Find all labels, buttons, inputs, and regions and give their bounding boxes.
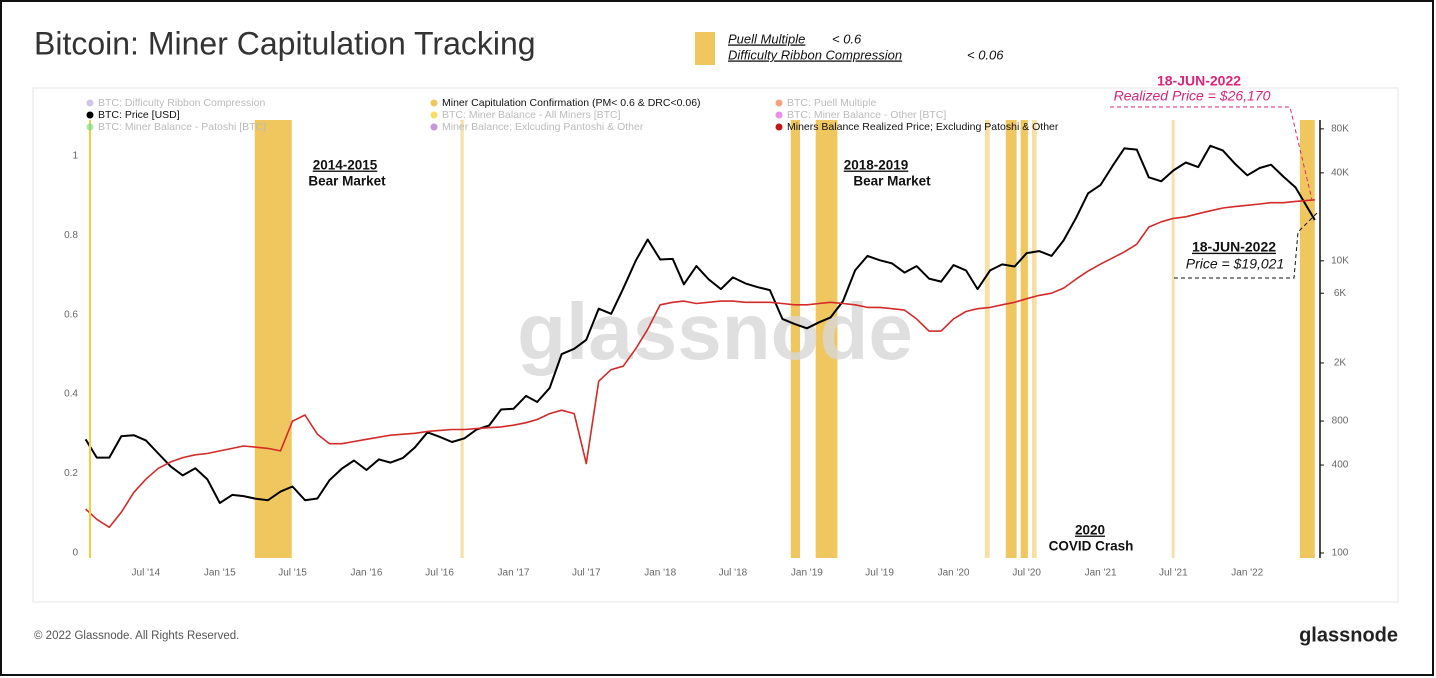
- header-legend-item: Difficulty Ribbon Compression: [728, 47, 902, 62]
- capitulation-band: [1171, 120, 1175, 558]
- plot-frame: [32, 87, 1399, 603]
- x-tick-label: Jan '21: [1085, 568, 1117, 579]
- capitulation-band: [815, 120, 838, 558]
- x-tick-label: Jul '17: [572, 568, 601, 579]
- series-line: [84, 144, 1316, 504]
- annotation: COVID Crash: [1049, 539, 1134, 554]
- callout-text: Price = $19,021: [1186, 256, 1284, 272]
- capitulation-band: [1299, 120, 1315, 558]
- y2-tick-label: 40K: [1331, 167, 1349, 178]
- x-tick-label: Jan '22: [1231, 568, 1263, 579]
- callout-leader: [1174, 211, 1319, 279]
- y2-tick-label: 400: [1332, 460, 1349, 471]
- legend-marker: [86, 123, 94, 131]
- annotation: 2018-2019: [844, 158, 909, 173]
- capitulation-band: [1020, 120, 1028, 558]
- brand: glassnode: [1299, 624, 1398, 646]
- legend-label: BTC: Miner Balance - Other [BTC]: [787, 109, 946, 121]
- legend-marker: [775, 111, 783, 119]
- y-tick-label: 0.2: [64, 468, 78, 479]
- x-tick-label: Jan '18: [644, 568, 676, 579]
- x-tick-label: Jul '20: [1012, 568, 1041, 579]
- capitulation-band: [460, 120, 464, 558]
- capitulation-band: [1005, 120, 1017, 558]
- legend-marker: [430, 123, 438, 131]
- annotation: Bear Market: [308, 174, 386, 189]
- y-tick-label: 0.8: [64, 230, 78, 241]
- legend-label: BTC: Price [USD]: [98, 109, 180, 121]
- y2-tick-label: 80K: [1331, 124, 1349, 135]
- callout-date: 18-JUN-2022: [1192, 239, 1276, 255]
- capitulation-band: [790, 120, 801, 558]
- y-tick-label: 0.4: [64, 389, 78, 400]
- x-tick-label: Jul '19: [865, 568, 894, 579]
- legend-marker: [430, 99, 438, 107]
- x-tick-label: Jan '16: [350, 568, 382, 579]
- y2-tick-label: 2K: [1334, 358, 1347, 369]
- legend-label: Miners Balance Realized Price; Excluding…: [787, 121, 1059, 133]
- x-tick-label: Jan '15: [204, 568, 236, 579]
- y-tick-label: 0: [72, 548, 78, 559]
- callout-date: 18-JUN-2022: [1157, 73, 1241, 89]
- x-tick-label: Jul '16: [425, 568, 454, 579]
- x-tick-label: Jul '15: [278, 568, 307, 579]
- y2-tick-label: 100: [1332, 548, 1349, 559]
- header-legend-swatch: [695, 32, 715, 65]
- capitulation-band: [254, 120, 292, 558]
- capitulation-band: [1031, 120, 1037, 558]
- legend-marker: [775, 123, 783, 131]
- x-tick-label: Jan '17: [498, 568, 530, 579]
- series-line: [85, 199, 1315, 529]
- legend-marker: [775, 99, 783, 107]
- copyright: © 2022 Glassnode. All Rights Reserved.: [34, 630, 239, 642]
- y2-tick-label: 10K: [1331, 255, 1349, 266]
- header-legend-condition: < 0.6: [832, 31, 862, 46]
- header-legend-condition: < 0.06: [967, 47, 1004, 62]
- y-tick-label: 1: [72, 150, 78, 161]
- x-tick-label: Jul '14: [132, 568, 161, 579]
- y2-tick-label: 800: [1332, 416, 1349, 427]
- x-tick-label: Jul '21: [1159, 568, 1188, 579]
- annotation: 2020: [1075, 523, 1105, 538]
- annotation: 2014-2015: [313, 158, 378, 173]
- callout-text: Realized Price = $26,170: [1114, 88, 1271, 104]
- legend-marker: [86, 99, 94, 107]
- x-tick-label: Jan '20: [938, 568, 970, 579]
- x-tick-label: Jan '19: [791, 568, 823, 579]
- callout-leader: [1110, 106, 1313, 201]
- y-tick-label: 0.6: [64, 309, 78, 320]
- legend-label: BTC: Miner Balance - All Miners [BTC]: [442, 109, 621, 121]
- y2-tick-label: 6K: [1334, 288, 1347, 299]
- legend-label: BTC: Miner Balance - Patoshi [BTC]: [98, 121, 266, 133]
- legend-label: Miner Balance; Exlcuding Pantoshi & Othe…: [442, 121, 644, 133]
- x-tick-label: Jul '18: [719, 568, 748, 579]
- chart-title: Bitcoin: Miner Capitulation Tracking: [34, 25, 536, 61]
- watermark: glassnode: [517, 287, 913, 376]
- annotation: Bear Market: [853, 174, 931, 189]
- legend-marker: [86, 111, 94, 119]
- legend-label: BTC: Puell Multiple: [787, 97, 876, 109]
- legend-label: Miner Capitulation Confirmation (PM< 0.6…: [442, 97, 701, 109]
- legend-label: BTC: Difficulty Ribbon Compression: [98, 97, 265, 109]
- capitulation-band: [984, 120, 990, 558]
- header-legend-item: Puell Multiple: [728, 31, 805, 46]
- legend-marker: [430, 111, 438, 119]
